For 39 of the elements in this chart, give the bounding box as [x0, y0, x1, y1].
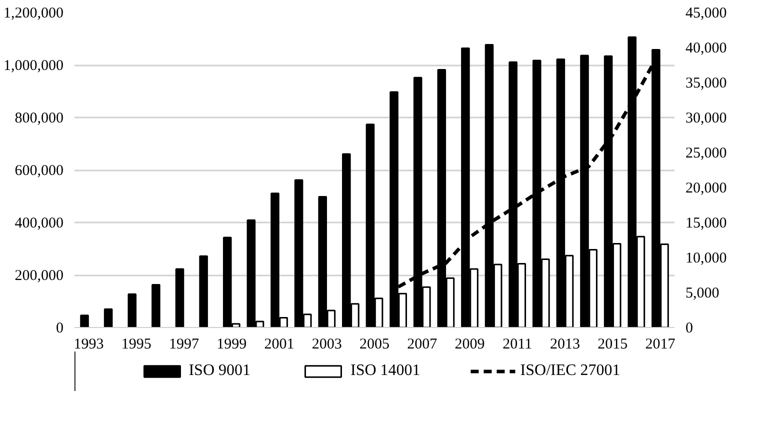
x-tick-label: 2015 [598, 336, 628, 352]
y-tick-label: 0 [56, 320, 64, 336]
x-tick-label: 2003 [312, 336, 342, 352]
bar [104, 308, 113, 328]
y2-tick-label: 40,000 [686, 40, 727, 56]
x-tick-label: 1997 [169, 336, 200, 352]
legend-label: ISO 9001 [188, 362, 250, 380]
y2-tick-label: 0 [686, 320, 693, 336]
x-tick-label: 2017 [645, 336, 676, 352]
bar [175, 268, 184, 328]
x-tick-label: 2001 [264, 336, 294, 352]
bar [199, 255, 208, 328]
y2-tick-label: 20,000 [686, 180, 727, 196]
y2-tick-label: 25,000 [686, 146, 727, 162]
y2-tick-label: 10,000 [686, 250, 727, 266]
x-tick-label: 2007 [407, 336, 438, 352]
x-tick-label: 2009 [454, 336, 485, 352]
y-tick-label: 600,000 [14, 163, 64, 179]
x-tick-label: 1999 [216, 336, 247, 352]
x-tick-label: 1993 [74, 336, 104, 352]
bar [152, 284, 160, 328]
y-tick-label: 200,000 [14, 268, 64, 284]
x-tick-label: 2005 [360, 336, 390, 352]
y2-tick-label: 35,000 [686, 76, 727, 92]
x-tick-label: 2011 [502, 336, 532, 352]
y-tick-label: 1,000,000 [4, 58, 64, 74]
legend-label: ISO 14001 [350, 362, 420, 380]
bar [80, 314, 89, 328]
y2-tick-label: 5,000 [686, 286, 720, 302]
y2-tick-label: 30,000 [686, 110, 727, 126]
y-tick-label: 400,000 [14, 216, 64, 232]
bar [128, 293, 137, 328]
x-tick-label: 1995 [121, 336, 152, 352]
y2-tick-label: 45,000 [686, 6, 727, 22]
y-tick-label: 800,000 [14, 110, 64, 126]
y-tick-label: 1,200,000 [4, 6, 64, 22]
x-tick-label: 2013 [550, 336, 580, 352]
y2-tick-label: 15,000 [686, 216, 727, 232]
legend-label: ISO/IEC 27001 [520, 362, 620, 380]
